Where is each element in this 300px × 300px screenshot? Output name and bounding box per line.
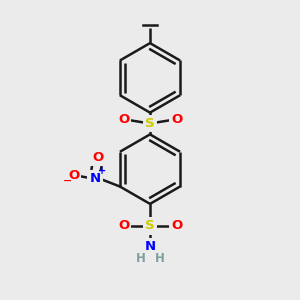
Text: N: N: [144, 240, 156, 253]
Text: H: H: [155, 252, 165, 265]
Text: −: −: [62, 176, 72, 186]
Text: O: O: [92, 151, 103, 164]
Text: O: O: [118, 220, 129, 232]
Text: O: O: [68, 169, 79, 182]
Text: O: O: [171, 113, 182, 127]
Text: H: H: [136, 252, 146, 265]
Text: S: S: [145, 117, 155, 130]
Text: S: S: [145, 220, 155, 232]
Text: N: N: [89, 172, 100, 185]
Text: +: +: [98, 166, 106, 176]
Text: O: O: [171, 220, 182, 232]
Text: O: O: [118, 113, 129, 127]
